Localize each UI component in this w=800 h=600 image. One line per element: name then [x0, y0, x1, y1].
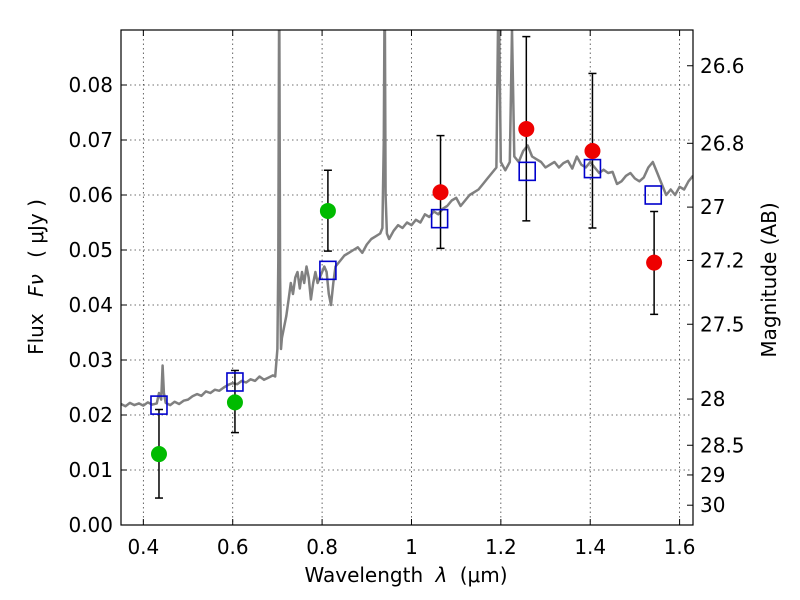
observed-flux-point: [226, 394, 243, 411]
markers: [150, 121, 663, 463]
observed-flux-point: [319, 202, 336, 219]
model-flux-square: [430, 208, 449, 229]
y-tick-label: 0.02: [68, 403, 113, 427]
model-flux-square: [644, 185, 663, 205]
y-tick-label: 0.03: [68, 348, 113, 372]
y-axis-label: Flux Fν ( μJy ): [24, 199, 48, 355]
right-tick-label: 27.5: [700, 312, 745, 336]
plot-frame: [120, 29, 694, 526]
right-tick-label: 27.2: [700, 248, 745, 272]
x-tick-label: 0.6: [217, 535, 249, 559]
x-axis-label: Wavelength λ (μm): [304, 563, 507, 587]
y-tick-label: 0.08: [68, 73, 113, 97]
x-axis-label-unit: (μm): [460, 563, 508, 587]
grid: [121, 30, 693, 526]
x-tick-label: 0.8: [306, 535, 338, 559]
x-axis-label-text: Wavelength: [304, 563, 423, 587]
right-tick-label: 26.6: [700, 54, 745, 78]
right-tick-label: 28: [700, 387, 725, 411]
model-spectrum-line: [121, 30, 693, 408]
ticks: 0.4 0.6 0.8 1 1.2 1.4 1.6 0.00 0.01 0.02 0.03 0.04 0…: [68, 30, 745, 559]
y-tick-label: 0.01: [68, 458, 113, 482]
right-tick-label: 26.8: [700, 131, 745, 155]
observed-flux-point: [646, 254, 663, 271]
x-tick-label: 1.6: [664, 535, 696, 559]
model-flux-square: [583, 158, 602, 179]
observed-flux-point: [432, 184, 449, 201]
x-tick-label: 1.2: [485, 535, 517, 559]
right-tick-label: 27: [700, 195, 725, 219]
right-tick-label: 28.5: [700, 433, 745, 457]
model-flux-square: [226, 372, 244, 392]
model-flux-square: [150, 395, 168, 415]
plot-area: [121, 30, 693, 408]
y-tick-label: 0.05: [68, 238, 113, 262]
x-tick-label: 0.4: [127, 535, 159, 559]
model-flux-square: [518, 161, 537, 182]
y-axis-label-text: Flux: [24, 313, 48, 355]
x-axis-label-lambda: λ: [435, 563, 448, 587]
observed-flux-point: [150, 446, 167, 463]
right-axis-label: Magnitude (AB): [757, 202, 781, 357]
x-tick-label: 1.4: [574, 535, 606, 559]
observed-flux-point: [584, 143, 601, 159]
y-tick-label: 0.06: [68, 183, 113, 207]
right-tick-label: 29: [700, 463, 725, 487]
y-tick-label: 0.07: [68, 128, 113, 152]
plot-background: [121, 30, 693, 525]
y-axis-label-unit: ( μJy ): [24, 199, 48, 258]
y-axis-label-symbol: Fν: [24, 274, 48, 297]
observed-flux-point: [518, 121, 535, 137]
right-tick-label: 30: [700, 493, 725, 517]
x-tick-label: 1: [405, 535, 418, 559]
model-flux-square: [319, 260, 337, 281]
y-tick-label: 0.00: [68, 513, 113, 537]
y-tick-label: 0.04: [68, 293, 113, 317]
